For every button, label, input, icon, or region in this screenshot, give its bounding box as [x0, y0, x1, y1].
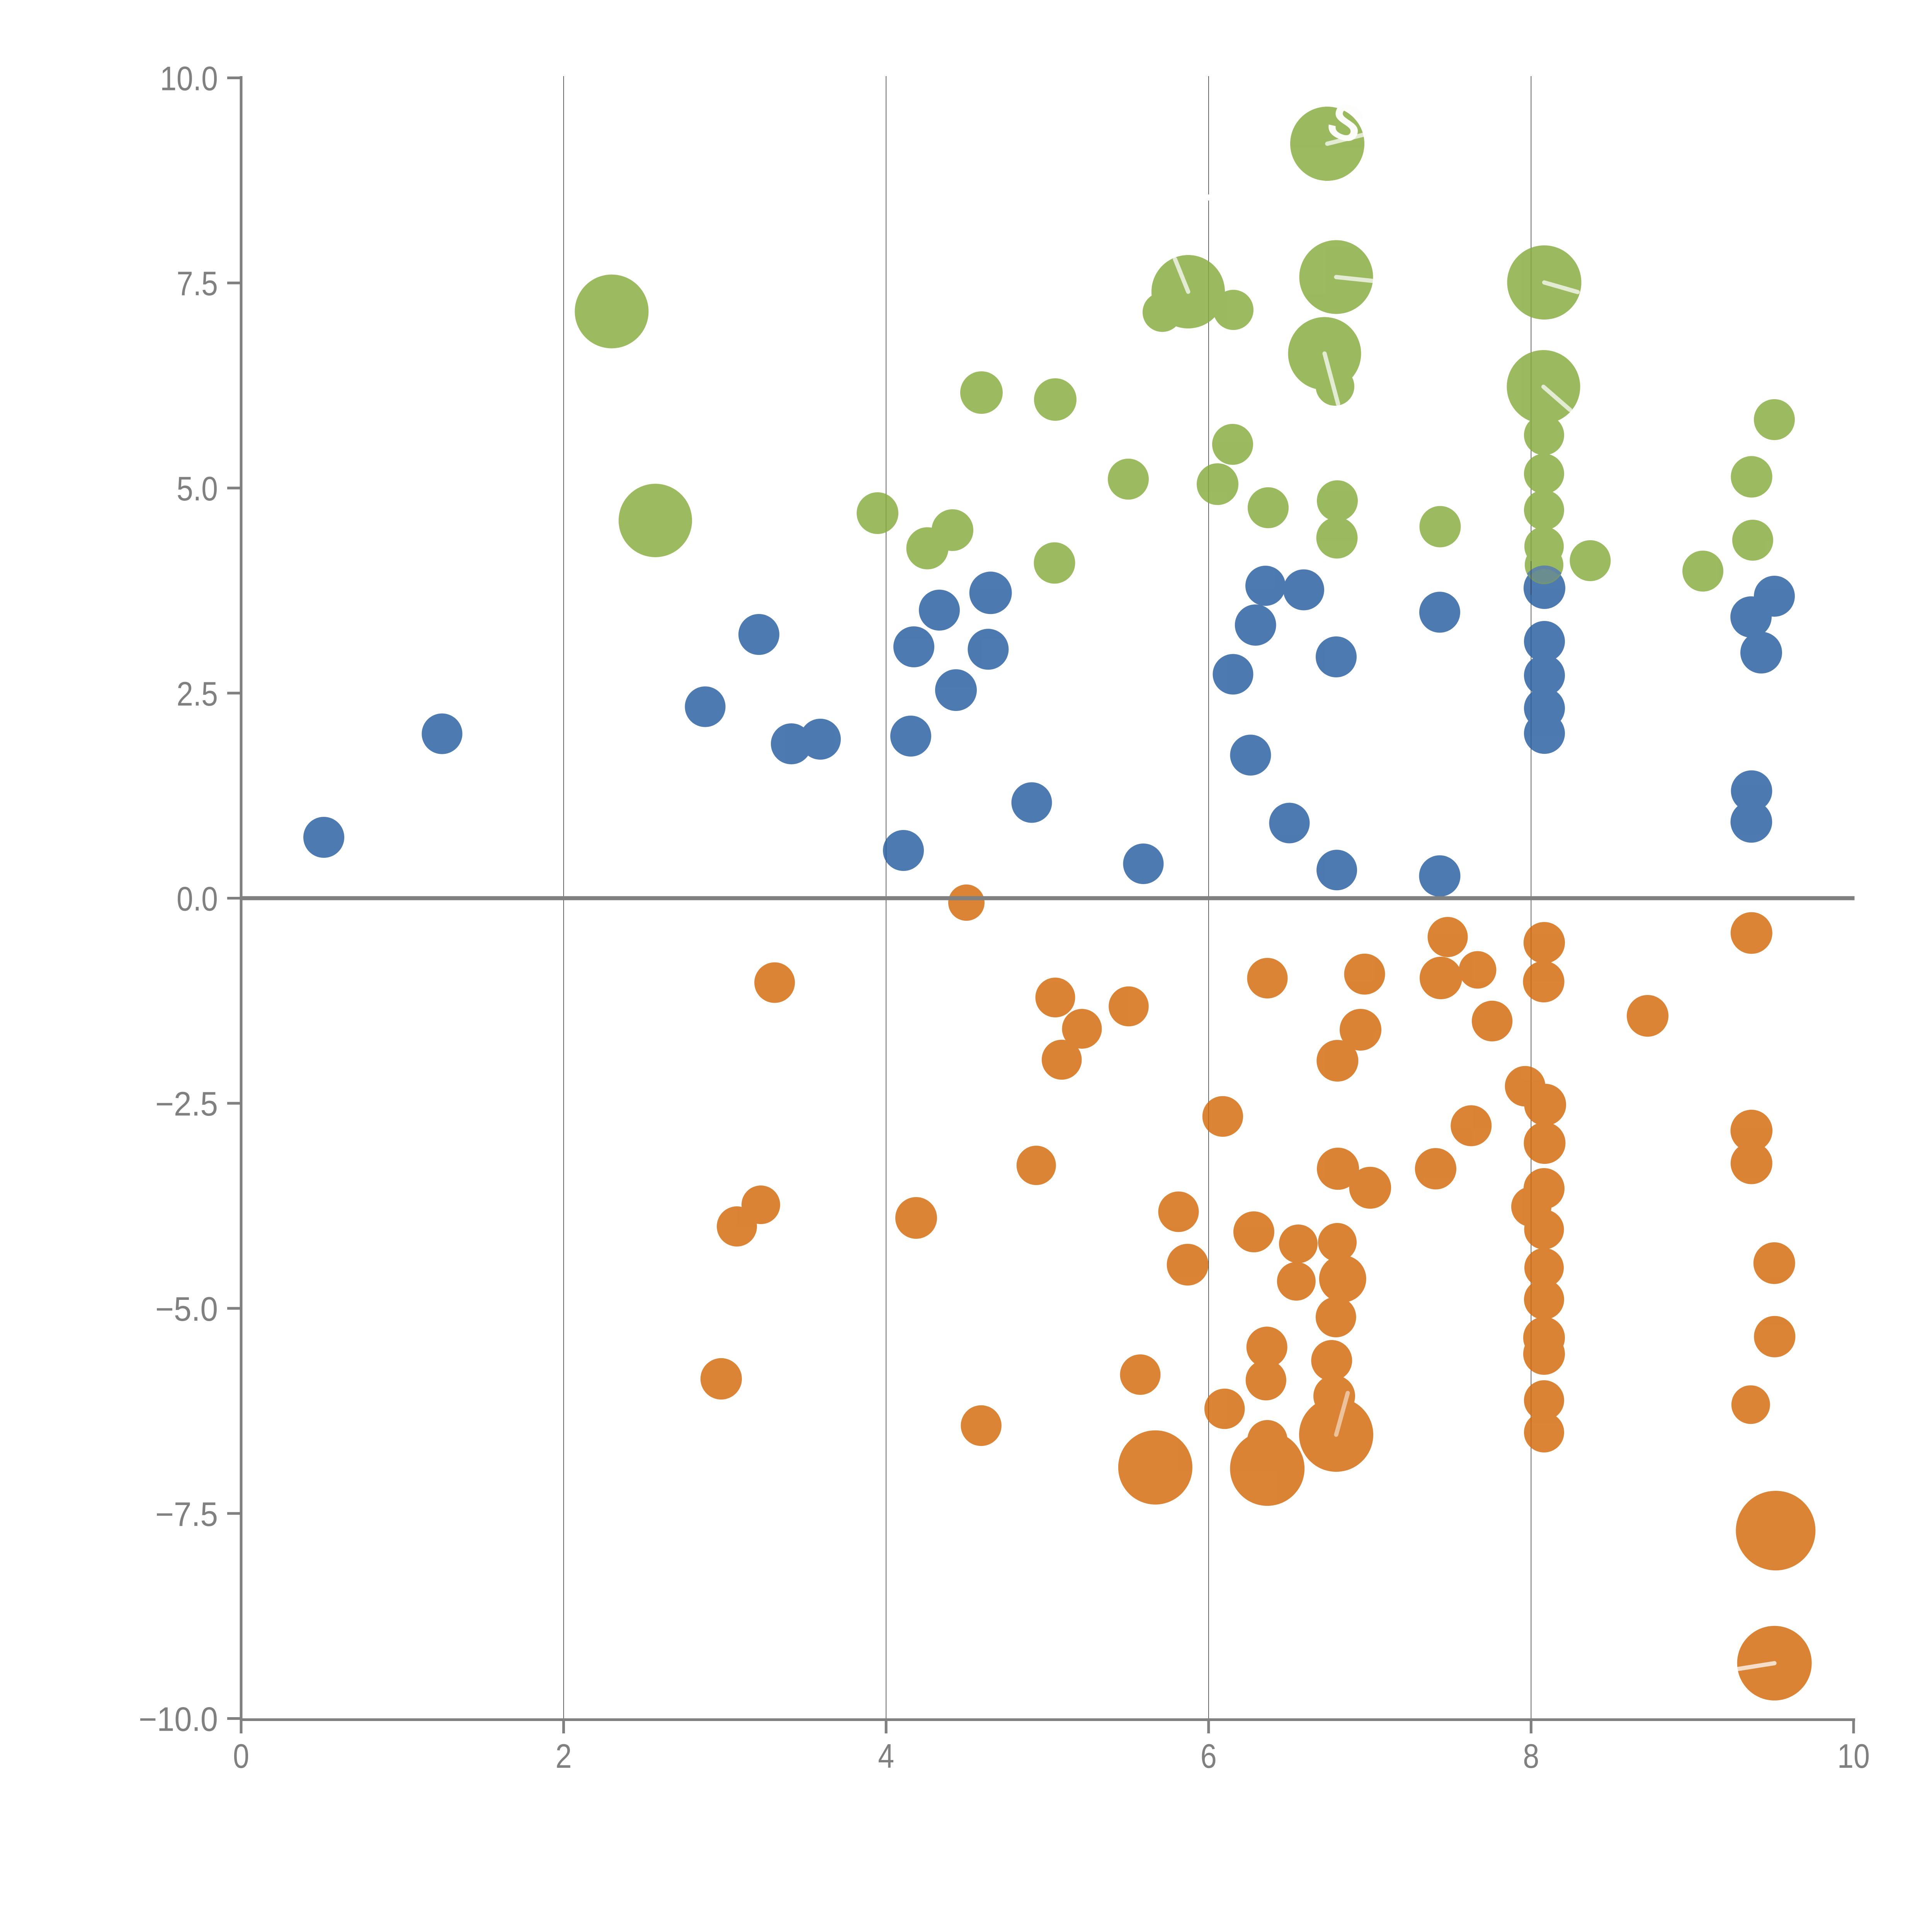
svg-text:10.0: 10.0 — [160, 60, 218, 98]
svg-text:−7.5: −7.5 — [155, 1495, 218, 1533]
svg-text:0.0: 0.0 — [177, 880, 218, 918]
svg-text:7.5: 7.5 — [177, 264, 218, 303]
svg-text:5.0: 5.0 — [177, 469, 218, 508]
svg-text:−5.0: −5.0 — [155, 1290, 218, 1328]
svg-text:−2.5: −2.5 — [155, 1085, 218, 1123]
svg-text:−10.0: −10.0 — [139, 1700, 218, 1738]
svg-text:0: 0 — [233, 1737, 249, 1775]
svg-text:8: 8 — [1523, 1737, 1539, 1775]
svg-text:10: 10 — [1837, 1737, 1870, 1775]
svg-text:4: 4 — [878, 1737, 894, 1775]
svg-text:2: 2 — [556, 1737, 572, 1775]
svg-text:2.5: 2.5 — [177, 675, 218, 713]
svg-text:6: 6 — [1201, 1737, 1217, 1775]
